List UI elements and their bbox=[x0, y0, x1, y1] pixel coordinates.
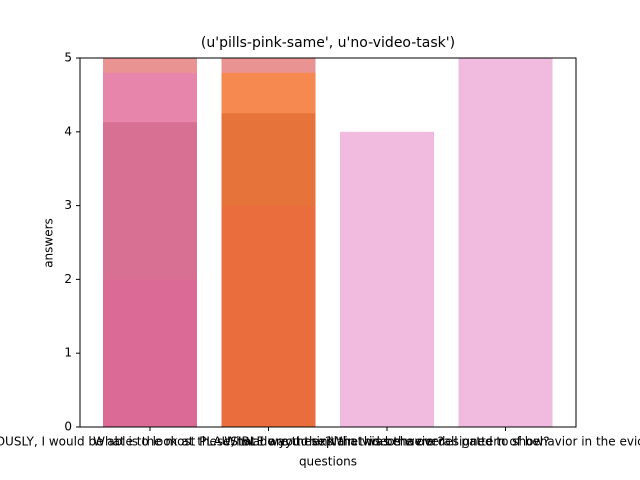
plot-frame bbox=[79, 57, 577, 428]
bar bbox=[340, 131, 434, 428]
x-tick-label: SERIOUSLY, I would be able to look at th… bbox=[0, 435, 331, 449]
y-tick-label: 2 bbox=[64, 272, 72, 286]
bar bbox=[103, 72, 197, 427]
y-tick-label: 5 bbox=[64, 51, 72, 65]
x-axis-label: questions bbox=[299, 455, 357, 469]
y-tick-label: 0 bbox=[64, 420, 72, 434]
y-tick-label: 4 bbox=[64, 124, 72, 138]
y-tick-label: 1 bbox=[64, 346, 72, 360]
y-axis-label: answers bbox=[42, 218, 56, 268]
x-tick-label: What was the overall pattern of behavior… bbox=[331, 435, 640, 449]
x-tick-label: What do you think the videos were design… bbox=[224, 435, 549, 449]
bar bbox=[221, 72, 316, 427]
x-tick-label: What is the most PLAUSIBLE way to explai… bbox=[93, 435, 444, 449]
y-tick-label: 3 bbox=[64, 198, 72, 212]
bar bbox=[458, 58, 553, 427]
chart-title: (u'pills-pink-same', u'no-video-task') bbox=[201, 35, 455, 51]
